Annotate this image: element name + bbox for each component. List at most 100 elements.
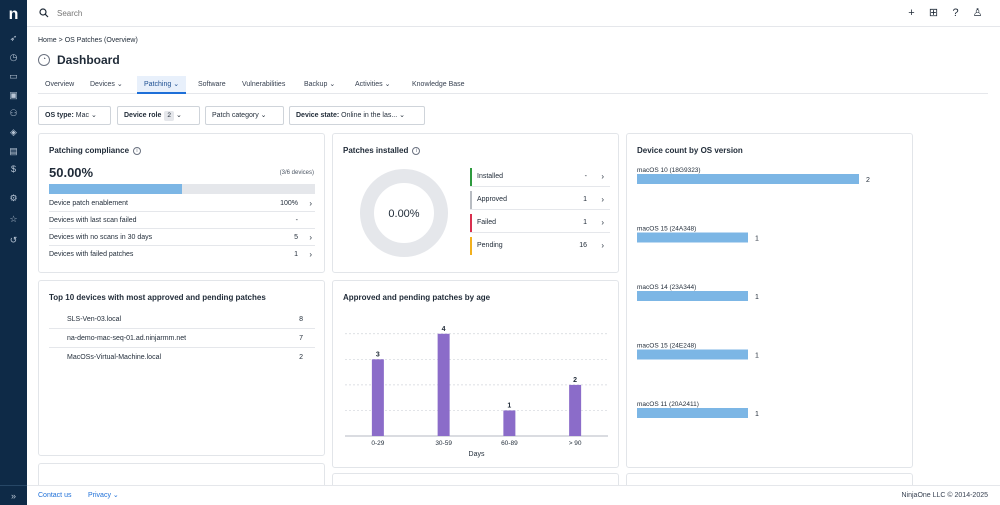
ninjaone-logo[interactable]: n bbox=[8, 6, 19, 23]
card-title-text: Patching compliance bbox=[49, 146, 130, 155]
metric-row[interactable]: Devices with no scans in 30 days 5 › bbox=[49, 229, 315, 246]
dollar-icon[interactable]: $ bbox=[10, 164, 16, 174]
os-count-bar bbox=[637, 349, 748, 360]
bar-data-label: 3 bbox=[376, 351, 380, 358]
bar-data-label: 1 bbox=[507, 402, 511, 409]
dashboard-icon[interactable]: ◷ bbox=[9, 52, 18, 62]
breadcrumb: Home > OS Patches (Overview) bbox=[38, 37, 138, 44]
os-version-label: macOS 10 (18G9323) bbox=[637, 167, 701, 174]
status-color-bar bbox=[470, 237, 472, 255]
card-title: Patches installed i bbox=[343, 146, 421, 155]
breadcrumb-separator: > bbox=[58, 37, 63, 44]
partial-card bbox=[626, 473, 913, 485]
device-state-filter[interactable]: Device state: Online in the las... ⌄ bbox=[289, 106, 425, 125]
device-count-card: Device count by OS version macOS 10 (18G… bbox=[626, 133, 913, 468]
patch-status-row[interactable]: Installed - › bbox=[470, 167, 610, 187]
chevron-right-icon: › bbox=[309, 233, 312, 242]
tab-backup[interactable]: Backup ⌄ bbox=[297, 76, 342, 94]
breadcrumb-current: OS Patches (Overview) bbox=[64, 37, 138, 44]
patches-donut-chart: 0.00% bbox=[360, 169, 448, 257]
status-value: 1 bbox=[583, 196, 587, 203]
donut-center-value: 0.00% bbox=[388, 208, 419, 220]
top-bar: + ⊞ ? ♙ bbox=[27, 0, 1000, 27]
patching-compliance-card: Patching compliance i 50.00% (3/6 devices… bbox=[38, 133, 325, 273]
tab-vulnerabilities[interactable]: Vulnerabilities bbox=[235, 76, 292, 94]
settings-icon[interactable]: ⚙ bbox=[9, 193, 18, 203]
tab-label: Devices bbox=[90, 81, 115, 88]
bar-data-label: 4 bbox=[442, 326, 446, 333]
os-count-bar bbox=[637, 232, 748, 243]
tab-activities[interactable]: Activities ⌄ bbox=[348, 76, 397, 94]
page-title: Dashboard bbox=[57, 53, 120, 67]
monitor-icon[interactable]: ▣ bbox=[9, 90, 18, 100]
filter-label: Device role bbox=[124, 112, 162, 119]
info-icon[interactable]: i bbox=[412, 146, 421, 155]
device-row[interactable]: SLS-Ven-03.local 8 bbox=[49, 310, 315, 329]
patch-category-filter[interactable]: Patch category ⌄ bbox=[205, 106, 284, 125]
patch-status-row[interactable]: Failed 1 › bbox=[470, 213, 610, 233]
patch-status-row[interactable]: Pending 16 › bbox=[470, 236, 610, 256]
privacy-label: Privacy bbox=[88, 492, 111, 499]
status-color-bar bbox=[470, 191, 472, 209]
info-icon[interactable]: i bbox=[133, 146, 142, 155]
user-icon[interactable]: ♙ bbox=[972, 7, 983, 19]
chevron-right-icon: › bbox=[309, 250, 312, 259]
device-name: na-demo-mac-seq-01.ad.ninjarmm.net bbox=[67, 335, 187, 342]
chevron-down-icon: ⌄ bbox=[399, 112, 406, 119]
patch-icon[interactable]: ◈ bbox=[10, 127, 17, 137]
copyright-text: NinjaOne LLC © 2014-2025 bbox=[901, 492, 989, 499]
rocket-icon[interactable]: ➶ bbox=[9, 33, 18, 43]
patch-status-row[interactable]: Approved 1 › bbox=[470, 190, 610, 210]
progress-fill bbox=[49, 184, 182, 194]
os-type-filter[interactable]: OS type: Mac ⌄ bbox=[38, 106, 111, 125]
status-label: Installed bbox=[477, 173, 504, 180]
dashboard-gauge-icon: ◔ bbox=[38, 54, 50, 66]
history-icon[interactable]: ↺ bbox=[9, 235, 18, 245]
star-icon[interactable]: ☆ bbox=[9, 214, 18, 224]
add-icon[interactable]: + bbox=[908, 7, 915, 19]
chevron-right-icon: › bbox=[601, 218, 604, 227]
tab-overview[interactable]: Overview bbox=[38, 76, 81, 94]
metric-label: Devices with last scan failed bbox=[49, 217, 137, 224]
breadcrumb-home[interactable]: Home bbox=[38, 37, 57, 44]
search-icon bbox=[39, 8, 49, 18]
expand-nav-icon[interactable]: » bbox=[0, 485, 27, 505]
people-icon[interactable]: ⚇ bbox=[9, 108, 18, 118]
search-input[interactable] bbox=[57, 7, 357, 20]
chevron-down-icon: ⌄ bbox=[329, 81, 336, 88]
filter-label: OS type: bbox=[45, 112, 74, 119]
footer: Contact us Privacy ⌄ NinjaOne LLC © 2014… bbox=[27, 485, 1000, 505]
privacy-link[interactable]: Privacy ⌄ bbox=[88, 486, 119, 505]
metric-row[interactable]: Device patch enablement 100% › bbox=[49, 195, 315, 212]
metric-row[interactable]: Devices with failed patches 1 › bbox=[49, 246, 315, 263]
device-patch-count: 7 bbox=[299, 335, 303, 342]
metric-row: Devices with last scan failed - bbox=[49, 212, 315, 229]
devices-icon[interactable]: ▭ bbox=[9, 71, 18, 81]
compliance-devices: (3/6 devices) bbox=[279, 170, 314, 176]
tab-knowledge-base[interactable]: Knowledge Base bbox=[405, 76, 472, 94]
contact-us-link[interactable]: Contact us bbox=[38, 492, 72, 499]
billing-icon[interactable]: ▤ bbox=[9, 146, 18, 156]
metric-value: 5 bbox=[294, 234, 298, 241]
help-icon[interactable]: ? bbox=[952, 7, 959, 19]
age-bar bbox=[371, 359, 384, 436]
tab-patching[interactable]: Patching ⌄ bbox=[137, 76, 187, 94]
top-devices-card: Top 10 devices with most approved and pe… bbox=[38, 280, 325, 456]
tab-software[interactable]: Software bbox=[191, 76, 233, 94]
chevron-down-icon: ⌄ bbox=[173, 81, 180, 88]
os-count-value: 1 bbox=[755, 353, 759, 360]
chevron-down-icon: ⌄ bbox=[116, 81, 123, 88]
age-bar bbox=[437, 333, 450, 436]
apps-grid-icon[interactable]: ⊞ bbox=[928, 7, 939, 19]
device-row[interactable]: MacOSs-Virtual-Machine.local 2 bbox=[49, 348, 315, 367]
device-row[interactable]: na-demo-mac-seq-01.ad.ninjarmm.net 7 bbox=[49, 329, 315, 348]
chevron-right-icon: › bbox=[601, 241, 604, 250]
device-role-filter[interactable]: Device role 2 ⌄ bbox=[117, 106, 200, 125]
chevron-down-icon: ⌄ bbox=[112, 492, 119, 499]
card-title: Approved and pending patches by age bbox=[343, 293, 491, 302]
metric-label: Devices with no scans in 30 days bbox=[49, 234, 153, 241]
x-tick-label: 60-89 bbox=[501, 440, 518, 447]
tab-devices[interactable]: Devices ⌄ bbox=[83, 76, 130, 94]
filter-value: Mac bbox=[75, 112, 89, 119]
tab-label: Patching bbox=[144, 81, 172, 88]
